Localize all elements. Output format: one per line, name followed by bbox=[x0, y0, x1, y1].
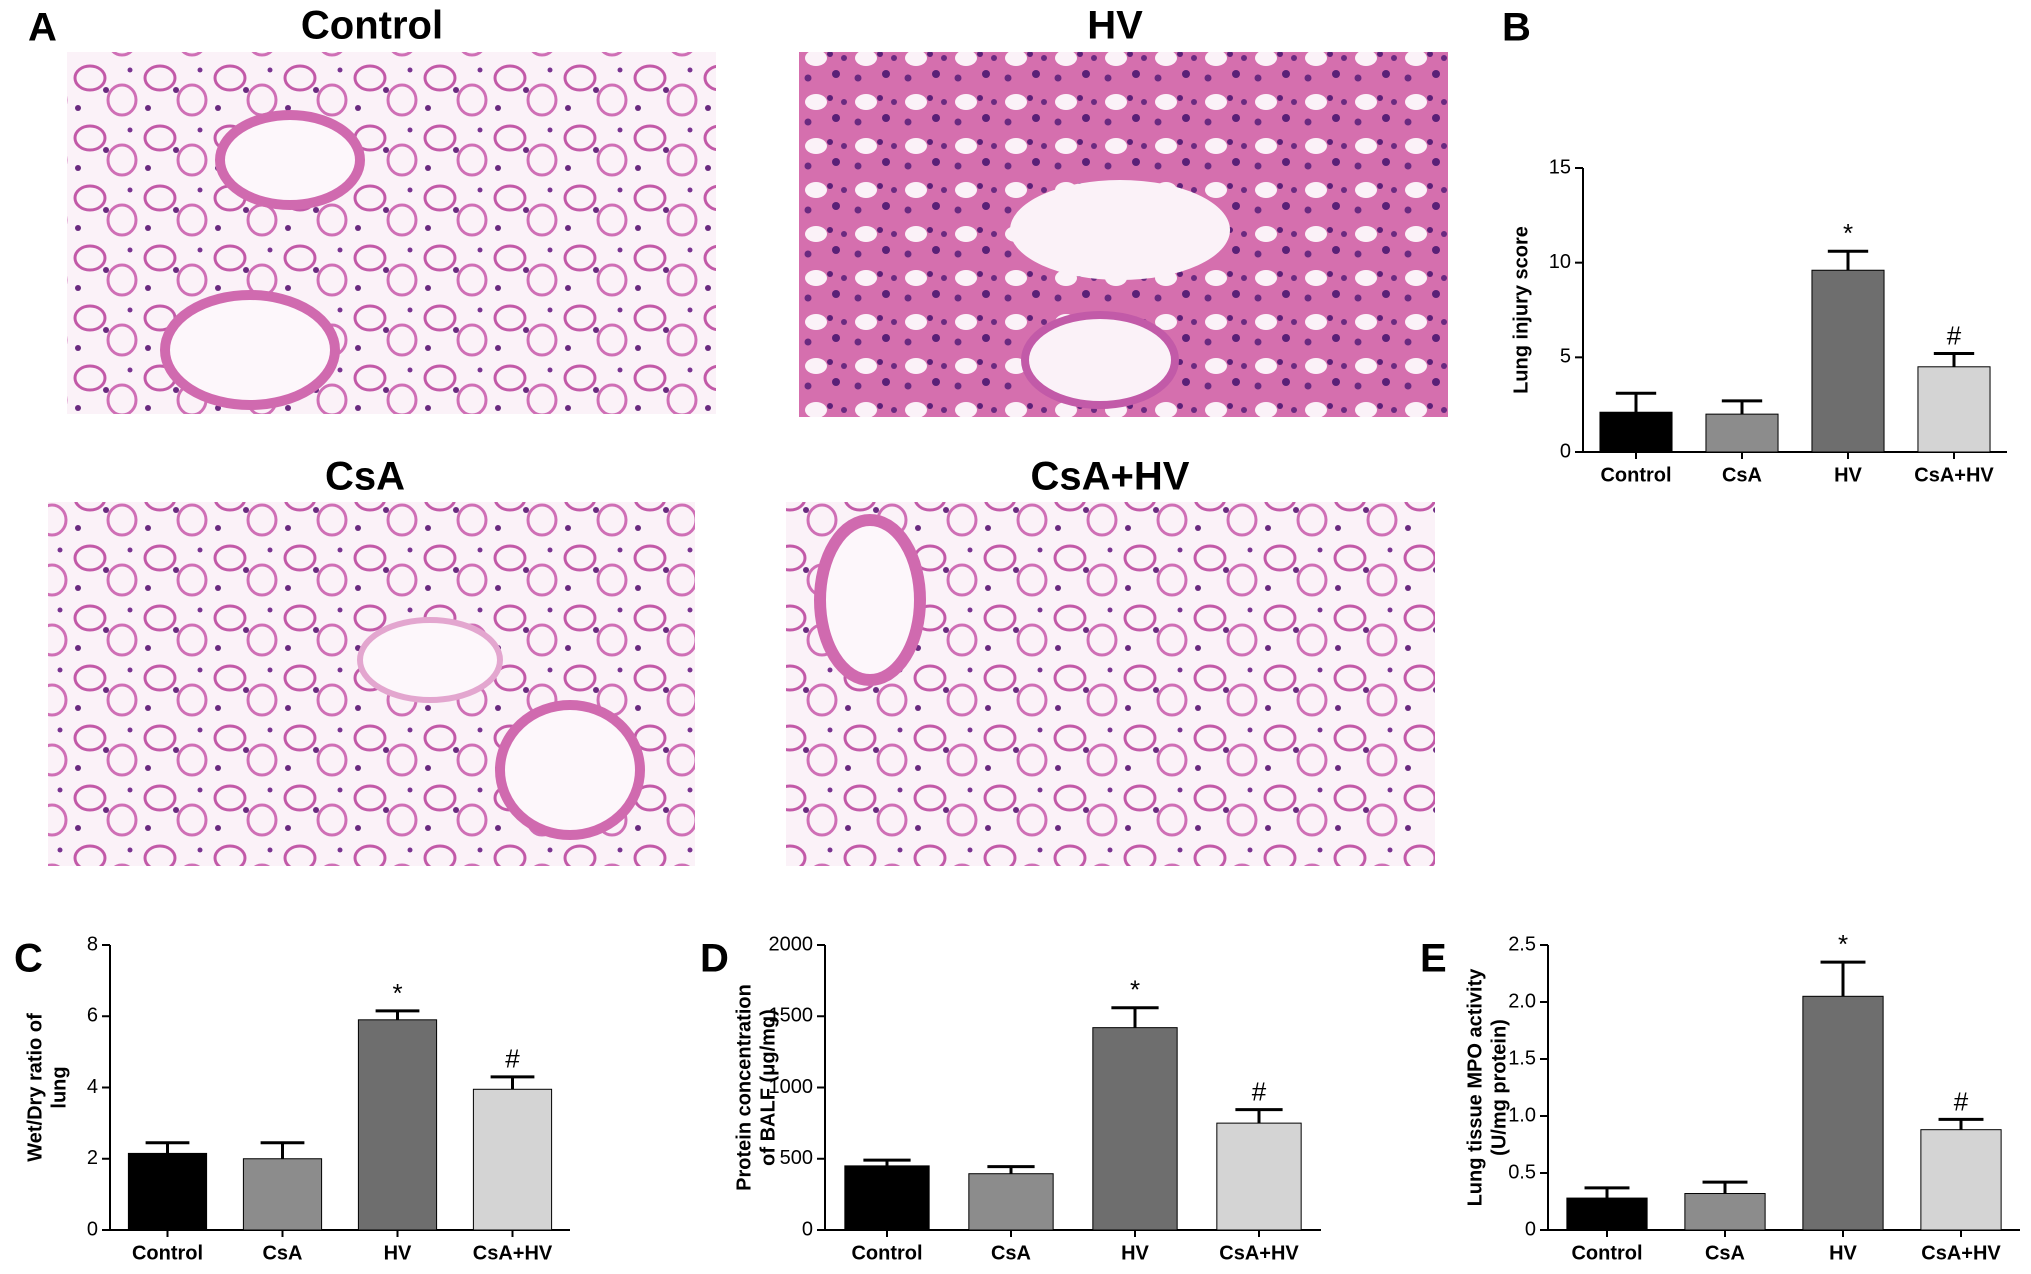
y-tick-label: 2.5 bbox=[1508, 933, 1536, 955]
x-tick-label: Control bbox=[1571, 1242, 1642, 1264]
airway bbox=[495, 700, 645, 840]
micrograph-title: CsA bbox=[325, 455, 405, 499]
bar bbox=[1566, 1197, 1648, 1231]
panel-letter: C bbox=[14, 937, 43, 981]
airspace bbox=[1010, 180, 1230, 280]
panel-letter: A bbox=[28, 6, 57, 50]
x-tick-label: HV bbox=[384, 1242, 412, 1264]
micrograph-title: Control bbox=[301, 4, 443, 48]
x-tick-label: HV bbox=[1834, 464, 1862, 486]
bar bbox=[1802, 995, 1884, 1231]
y-axis-label: Lung tissue MPO activity bbox=[1464, 968, 1486, 1207]
x-tick-label: CsA+HV bbox=[1921, 1242, 2001, 1264]
bar bbox=[844, 1165, 930, 1231]
bar bbox=[127, 1152, 208, 1231]
panel-letter: B bbox=[1502, 6, 1531, 50]
y-tick-label: 0 bbox=[1525, 1218, 1536, 1240]
y-tick-label: 0 bbox=[87, 1218, 98, 1240]
y-tick-label: 4 bbox=[87, 1076, 98, 1098]
y-tick-label: 1000 bbox=[769, 1076, 814, 1098]
significance-mark: * bbox=[1130, 975, 1140, 1005]
bar bbox=[968, 1173, 1054, 1231]
micrograph-title: CsA+HV bbox=[1031, 455, 1190, 499]
y-tick-label: 15 bbox=[1549, 156, 1571, 178]
y-tick-label: 10 bbox=[1549, 251, 1571, 273]
y-axis-label: Lung injury score bbox=[1510, 226, 1532, 394]
panel-letter: D bbox=[700, 937, 729, 981]
y-axis-label: (U/mg protein) bbox=[1488, 1019, 1510, 1156]
airway bbox=[160, 290, 340, 410]
vessel bbox=[357, 617, 503, 703]
y-tick-label: 5 bbox=[1560, 346, 1571, 368]
y-axis-label: lung bbox=[48, 1066, 70, 1108]
y-tick-label: 0.5 bbox=[1508, 1161, 1536, 1183]
y-axis-label: of BALF (μg/mg) bbox=[757, 1009, 779, 1166]
x-tick-label: CsA+HV bbox=[473, 1242, 553, 1264]
airway bbox=[814, 514, 926, 686]
bar bbox=[1684, 1193, 1766, 1231]
y-tick-label: 2000 bbox=[769, 933, 814, 955]
bar bbox=[1920, 1129, 2002, 1231]
y-tick-label: 1500 bbox=[769, 1005, 814, 1027]
y-tick-label: 6 bbox=[87, 1005, 98, 1027]
bar bbox=[1917, 366, 1991, 453]
y-tick-label: 500 bbox=[780, 1147, 813, 1169]
micrograph-panel: A Control HV CsA CsA+HV bbox=[28, 4, 1448, 866]
significance-mark: * bbox=[1838, 929, 1848, 959]
bar bbox=[242, 1158, 323, 1231]
significance-mark: * bbox=[1843, 218, 1853, 248]
y-axis-label: Wet/Dry ratio of bbox=[24, 1013, 46, 1162]
significance-mark: # bbox=[505, 1044, 520, 1074]
micrograph-title: HV bbox=[1087, 4, 1143, 48]
y-axis-label: Protein concentration bbox=[733, 984, 755, 1191]
x-tick-label: CsA+HV bbox=[1219, 1242, 1299, 1264]
significance-mark: * bbox=[392, 978, 402, 1008]
y-tick-label: 8 bbox=[87, 933, 98, 955]
x-tick-label: Control bbox=[1600, 464, 1671, 486]
x-tick-label: Control bbox=[851, 1242, 922, 1264]
bar bbox=[1705, 413, 1779, 453]
bar bbox=[472, 1088, 553, 1231]
bar bbox=[357, 1019, 438, 1231]
x-tick-label: HV bbox=[1829, 1242, 1857, 1264]
y-tick-label: 0 bbox=[1560, 440, 1571, 462]
x-tick-label: Control bbox=[132, 1242, 203, 1264]
significance-mark: # bbox=[1954, 1086, 1969, 1116]
y-tick-label: 1.5 bbox=[1508, 1047, 1536, 1069]
significance-mark: # bbox=[1947, 320, 1962, 350]
x-tick-label: CsA bbox=[262, 1242, 302, 1264]
bar bbox=[1599, 411, 1673, 453]
x-tick-label: CsA bbox=[1705, 1242, 1745, 1264]
x-tick-label: CsA bbox=[1722, 464, 1762, 486]
x-tick-label: CsA+HV bbox=[1914, 464, 1994, 486]
significance-mark: # bbox=[1252, 1076, 1267, 1106]
airway bbox=[215, 110, 365, 210]
x-tick-label: CsA bbox=[991, 1242, 1031, 1264]
y-tick-label: 2 bbox=[87, 1147, 98, 1169]
y-tick-label: 0 bbox=[802, 1218, 813, 1240]
y-tick-label: 1.0 bbox=[1508, 1104, 1536, 1126]
x-tick-label: HV bbox=[1121, 1242, 1149, 1264]
y-tick-label: 2.0 bbox=[1508, 990, 1536, 1012]
bar bbox=[1092, 1027, 1178, 1231]
bar bbox=[1811, 269, 1885, 453]
bar bbox=[1216, 1122, 1302, 1231]
panel-letter: E bbox=[1420, 937, 1447, 981]
airspace bbox=[1021, 311, 1179, 409]
